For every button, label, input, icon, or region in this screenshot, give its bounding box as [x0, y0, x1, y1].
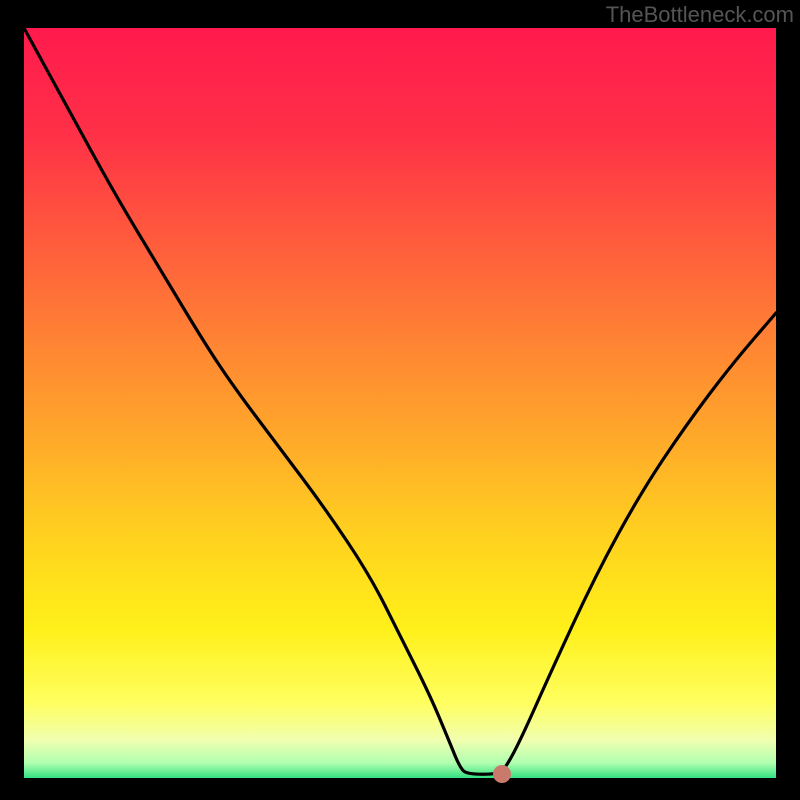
- watermark-text: TheBottleneck.com: [606, 2, 794, 28]
- bottleneck-curve: [0, 0, 800, 800]
- chart-container: { "watermark": { "text": "TheBottleneck.…: [0, 0, 800, 800]
- curve-path: [24, 28, 776, 774]
- optimal-point-marker: [493, 765, 511, 783]
